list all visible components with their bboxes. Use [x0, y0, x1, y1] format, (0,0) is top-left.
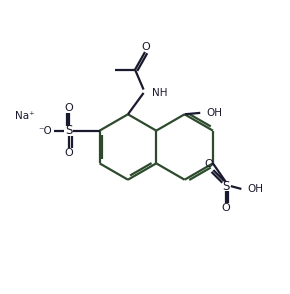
Text: S: S	[222, 180, 229, 193]
Text: OH: OH	[206, 108, 222, 118]
Text: Na⁺: Na⁺	[15, 111, 35, 121]
Text: O: O	[204, 159, 213, 169]
Text: O: O	[65, 148, 74, 158]
Text: O: O	[65, 103, 74, 113]
Text: NH: NH	[152, 88, 167, 98]
Text: O: O	[141, 42, 150, 52]
Text: OH: OH	[248, 184, 264, 194]
Text: ⁻O: ⁻O	[38, 126, 52, 136]
Text: O: O	[221, 203, 230, 213]
Text: S: S	[66, 124, 73, 137]
